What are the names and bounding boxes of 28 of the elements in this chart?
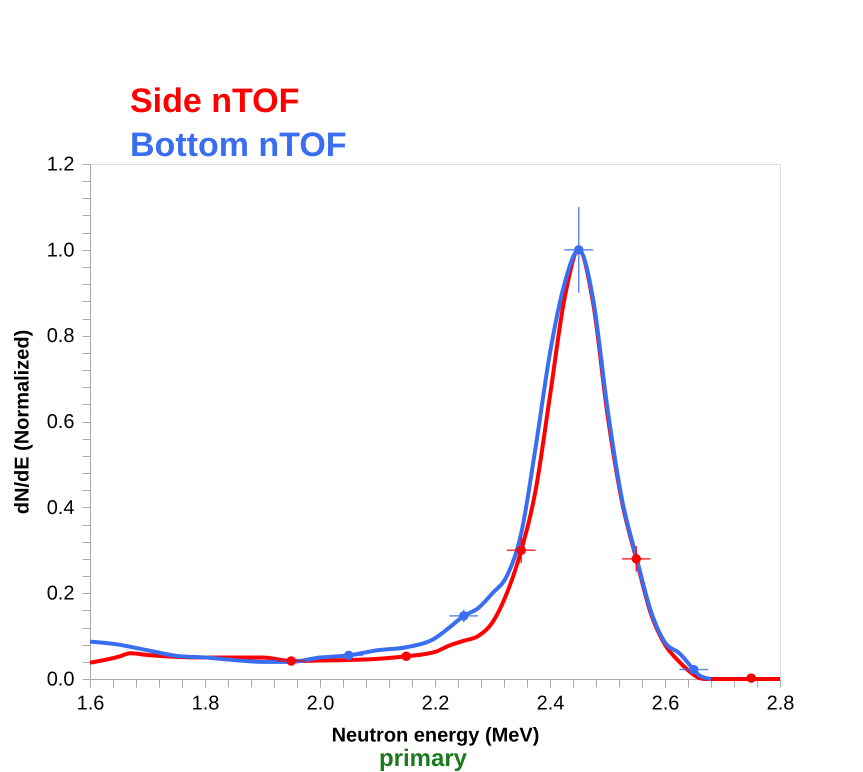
y-tick-label: 1.0	[46, 239, 74, 262]
y-axis-title: dN/dE (Normalized)	[12, 330, 34, 514]
y-tick-label: 0.0	[46, 668, 74, 690]
point	[286, 656, 296, 666]
point	[689, 664, 698, 674]
x-tick-label: 2.4	[536, 692, 564, 714]
x-tick-label: 1.6	[76, 692, 104, 714]
text: Bottom nTOF	[130, 126, 347, 164]
x-tick-label: 2.8	[766, 692, 794, 714]
point	[746, 673, 756, 683]
point	[402, 652, 411, 661]
x-tick-label: 1.8	[192, 692, 220, 714]
point	[632, 554, 641, 564]
x-tick-label: 2.0	[306, 692, 334, 714]
text: primary	[378, 745, 468, 772]
point	[574, 245, 584, 255]
point	[459, 611, 468, 621]
point	[516, 546, 526, 555]
y-tick-label: 0.6	[46, 411, 74, 433]
point	[344, 650, 354, 660]
x-tick-label: 2.6	[652, 692, 680, 714]
text: Side nTOF	[130, 82, 300, 120]
y-tick-label: 0.2	[46, 582, 74, 605]
x-axis-title: Neutron energy (MeV)	[332, 724, 540, 746]
y-tick-label: 1.2	[46, 154, 74, 176]
y-tick-label: 0.8	[46, 325, 74, 348]
y-tick-label: 0.4	[46, 496, 74, 519]
x-tick-label: 2.2	[422, 692, 450, 714]
